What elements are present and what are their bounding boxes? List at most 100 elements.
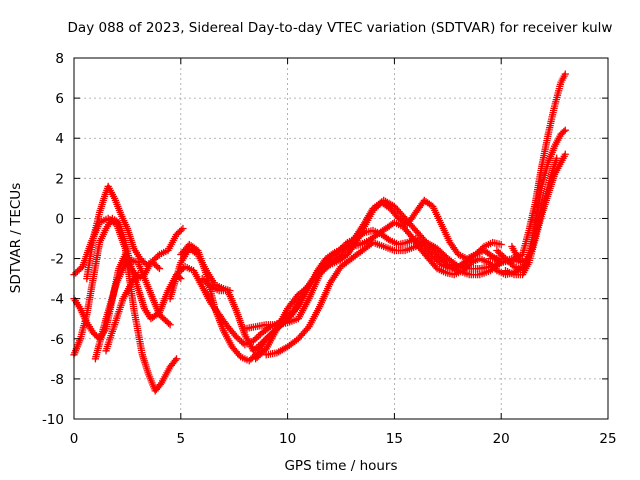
data-point <box>134 271 142 279</box>
data-point <box>495 248 503 256</box>
data-point <box>297 331 305 339</box>
x-tick-label: 5 <box>177 431 186 447</box>
x-tick-label: 10 <box>279 431 296 447</box>
data-point <box>255 342 263 350</box>
data-point <box>171 356 179 364</box>
y-tick-label: 0 <box>55 211 64 227</box>
data-point <box>493 246 501 255</box>
data-point <box>403 216 411 224</box>
y-tick-label: -2 <box>51 252 64 268</box>
series-sat-e <box>83 182 164 283</box>
data-point <box>73 267 81 275</box>
plot-frame <box>73 57 609 420</box>
y-tick-label: 2 <box>55 171 64 187</box>
data-point <box>396 209 405 217</box>
y-axis-label: SDTVAR / TECUs <box>8 183 24 293</box>
data-point <box>497 240 505 249</box>
data-point <box>561 70 569 78</box>
data-point <box>478 244 486 252</box>
data-point <box>322 264 330 272</box>
data-point <box>561 150 569 158</box>
data-point <box>508 261 516 269</box>
data-point <box>245 357 253 365</box>
data-point <box>337 250 345 259</box>
data-point <box>249 347 257 355</box>
data-point <box>255 332 263 340</box>
chart-title: Day 088 of 2023, Sidereal Day-to-day VTE… <box>68 20 613 36</box>
x-tick-label: 20 <box>493 431 510 447</box>
axis-ticks: 0 5 10 15 20 25 -10 -8 -6 -4 -2 0 2 4 6 8 <box>42 51 617 447</box>
data-point <box>155 264 164 273</box>
data-point <box>390 202 398 210</box>
data-point <box>392 204 400 212</box>
x-axis-label: GPS time / hours <box>284 458 397 474</box>
data-point <box>72 269 80 277</box>
data-point <box>179 224 187 233</box>
data-point <box>415 230 423 238</box>
data-point <box>174 269 182 277</box>
data-point <box>472 250 480 259</box>
data-point <box>498 251 506 259</box>
data-point <box>302 326 310 334</box>
series-sat-f <box>102 271 142 355</box>
data-point <box>338 249 347 257</box>
data-point <box>501 255 510 263</box>
data-point <box>178 266 186 274</box>
data-point <box>560 127 568 136</box>
data-point <box>261 336 269 344</box>
data-point <box>256 340 264 348</box>
data-point <box>503 256 511 264</box>
y-tick-label: -8 <box>51 372 64 388</box>
y-tick-label: -6 <box>51 332 64 348</box>
y-tick-label: 4 <box>55 131 64 147</box>
data-point <box>200 276 208 284</box>
data-point <box>305 283 313 291</box>
series-sat-l <box>252 283 313 363</box>
data-point <box>293 292 301 300</box>
data-point <box>236 336 244 344</box>
data-point <box>251 335 259 343</box>
data-point <box>237 338 246 346</box>
data-point <box>172 355 181 363</box>
data-point <box>260 337 268 345</box>
series-sat-q <box>508 154 561 267</box>
data-point <box>291 304 299 312</box>
data-point <box>133 272 141 280</box>
data-point <box>345 242 353 250</box>
series-sat-m <box>262 238 527 359</box>
data-point <box>165 319 173 327</box>
data-point <box>320 265 328 273</box>
y-tick-label: -4 <box>51 292 64 308</box>
data-point <box>404 218 412 226</box>
data-point <box>475 247 483 255</box>
data-point <box>202 278 210 286</box>
series-sat-d <box>91 255 174 363</box>
data-point <box>203 279 211 287</box>
series-sat-j <box>198 196 505 355</box>
data-point <box>172 271 181 279</box>
data-point <box>166 321 174 329</box>
data-point <box>177 275 185 283</box>
x-tick-label: 25 <box>599 431 616 447</box>
data-point <box>410 225 418 233</box>
y-tick-label: 6 <box>55 91 64 107</box>
data-point <box>154 252 162 260</box>
data-point <box>431 254 439 262</box>
data-point <box>231 331 239 339</box>
x-tick-label: 15 <box>386 431 403 447</box>
data-point <box>507 259 515 267</box>
series-sat-i <box>172 226 522 349</box>
data-point <box>477 246 485 254</box>
y-tick-label: 8 <box>55 51 64 67</box>
data-point <box>205 281 213 289</box>
data-point <box>198 275 206 283</box>
data-point <box>316 271 324 279</box>
data-point <box>500 253 508 261</box>
y-tick-label: -10 <box>42 412 64 428</box>
data-point <box>398 211 406 219</box>
series-sat-n <box>486 70 569 265</box>
data-point <box>412 234 420 243</box>
data-point <box>232 333 240 341</box>
data-point <box>473 249 481 257</box>
